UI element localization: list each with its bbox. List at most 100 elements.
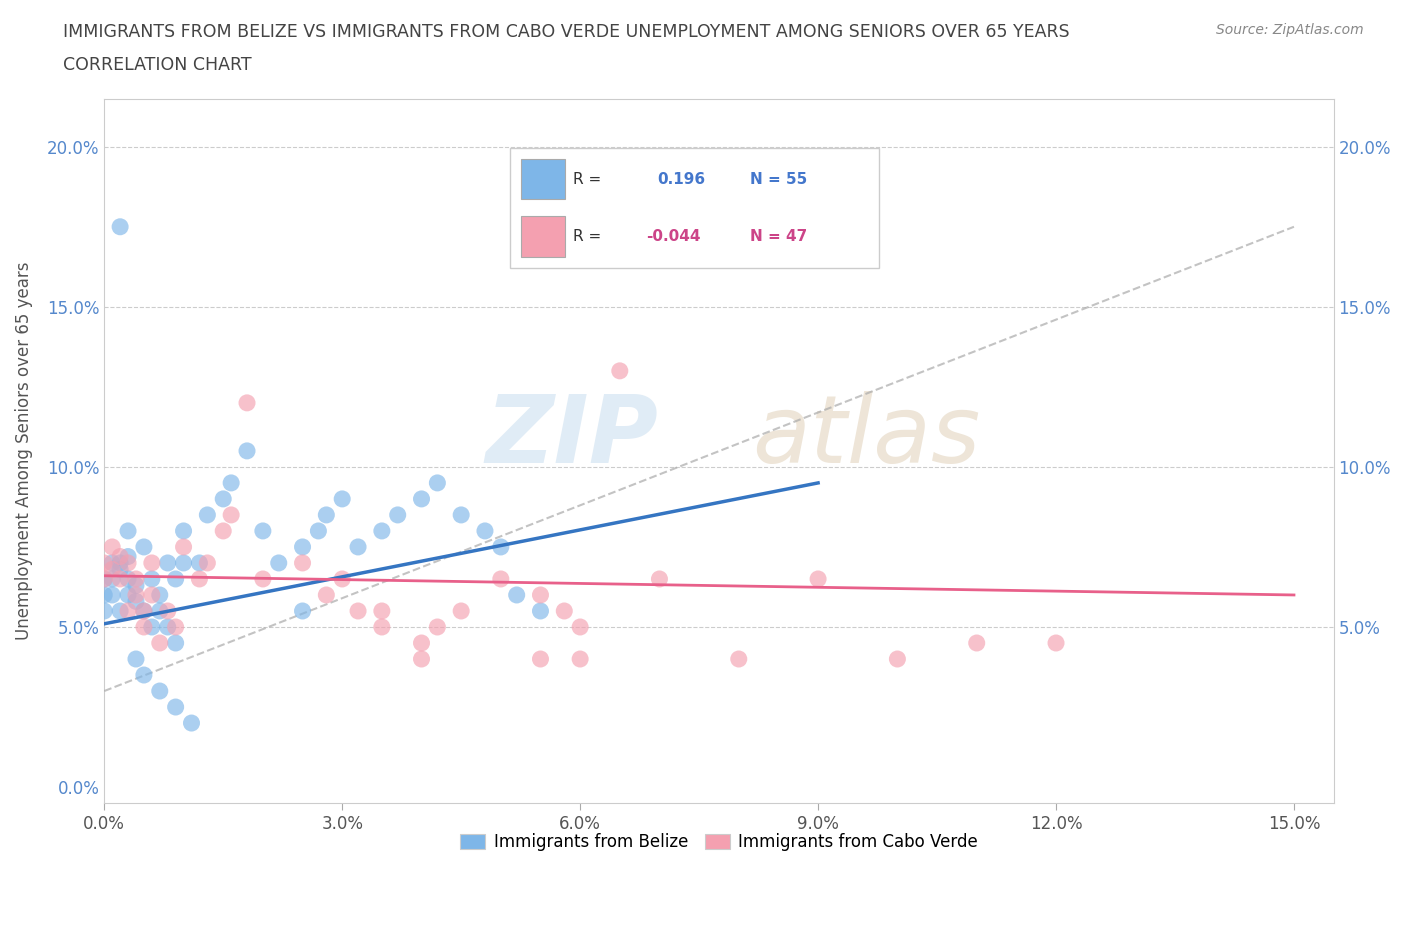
Point xyxy=(101,588,124,603)
Text: CORRELATION CHART: CORRELATION CHART xyxy=(63,56,252,73)
Point xyxy=(569,619,592,634)
Point xyxy=(553,604,575,618)
Point xyxy=(180,715,202,730)
Point xyxy=(117,555,139,570)
Point xyxy=(267,555,290,570)
Point xyxy=(886,652,908,667)
Point xyxy=(252,524,274,538)
Text: ZIP: ZIP xyxy=(485,391,658,483)
Point xyxy=(315,508,337,523)
Point xyxy=(505,588,527,603)
Point xyxy=(117,588,139,603)
Point xyxy=(411,652,433,667)
Point xyxy=(330,491,353,506)
Point xyxy=(165,635,187,650)
Point xyxy=(529,588,551,603)
Point xyxy=(108,555,131,570)
Point xyxy=(347,604,370,618)
Point xyxy=(173,555,195,570)
Point xyxy=(101,539,124,554)
Point xyxy=(141,572,163,587)
Point xyxy=(132,619,155,634)
Point xyxy=(108,549,131,564)
Point xyxy=(125,594,148,609)
Point xyxy=(141,619,163,634)
Point xyxy=(474,524,496,538)
Point xyxy=(236,444,259,458)
Point xyxy=(291,539,314,554)
Point xyxy=(165,699,187,714)
Point xyxy=(149,635,172,650)
Point xyxy=(188,572,211,587)
Point xyxy=(195,508,218,523)
Point xyxy=(236,395,259,410)
Point xyxy=(529,652,551,667)
Text: atlas: atlas xyxy=(752,392,980,483)
Point xyxy=(648,572,671,587)
Point xyxy=(108,572,131,587)
Point xyxy=(117,604,139,618)
Point xyxy=(173,524,195,538)
Point xyxy=(132,539,155,554)
Point xyxy=(569,652,592,667)
Point xyxy=(101,572,124,587)
Point xyxy=(125,588,148,603)
Point xyxy=(489,572,512,587)
Point xyxy=(117,572,139,587)
Point xyxy=(411,491,433,506)
Point xyxy=(188,555,211,570)
Point xyxy=(141,555,163,570)
Point xyxy=(165,619,187,634)
Point xyxy=(727,652,749,667)
Point xyxy=(149,604,172,618)
Point xyxy=(132,604,155,618)
Point xyxy=(307,524,329,538)
Point xyxy=(125,652,148,667)
Point xyxy=(966,635,988,650)
Point xyxy=(93,572,115,587)
Point xyxy=(149,684,172,698)
Point xyxy=(807,572,830,587)
Point xyxy=(219,508,242,523)
Point xyxy=(252,572,274,587)
Point xyxy=(132,604,155,618)
Point xyxy=(117,549,139,564)
Point xyxy=(141,588,163,603)
Point xyxy=(450,508,472,523)
Point xyxy=(101,562,124,577)
Point xyxy=(609,364,631,379)
Point xyxy=(371,524,394,538)
Point xyxy=(212,524,235,538)
Point xyxy=(426,475,449,490)
Point xyxy=(330,572,353,587)
Point xyxy=(156,619,179,634)
Point xyxy=(93,572,115,587)
Point xyxy=(371,619,394,634)
Point xyxy=(426,619,449,634)
Point xyxy=(93,588,115,603)
Point xyxy=(212,491,235,506)
Text: IMMIGRANTS FROM BELIZE VS IMMIGRANTS FROM CABO VERDE UNEMPLOYMENT AMONG SENIORS : IMMIGRANTS FROM BELIZE VS IMMIGRANTS FRO… xyxy=(63,23,1070,41)
Point xyxy=(117,524,139,538)
Point xyxy=(387,508,409,523)
Point xyxy=(371,604,394,618)
Point xyxy=(291,555,314,570)
Point xyxy=(195,555,218,570)
Point xyxy=(101,555,124,570)
Point xyxy=(125,572,148,587)
Point xyxy=(173,539,195,554)
Point xyxy=(529,604,551,618)
Point xyxy=(1045,635,1067,650)
Point xyxy=(347,539,370,554)
Y-axis label: Unemployment Among Seniors over 65 years: Unemployment Among Seniors over 65 years xyxy=(15,261,32,640)
Point xyxy=(156,604,179,618)
Point xyxy=(93,604,115,618)
Point xyxy=(411,635,433,650)
Point xyxy=(108,604,131,618)
Point xyxy=(165,572,187,587)
Point xyxy=(125,578,148,592)
Point xyxy=(156,555,179,570)
Point xyxy=(108,562,131,577)
Text: Source: ZipAtlas.com: Source: ZipAtlas.com xyxy=(1216,23,1364,37)
Point xyxy=(219,475,242,490)
